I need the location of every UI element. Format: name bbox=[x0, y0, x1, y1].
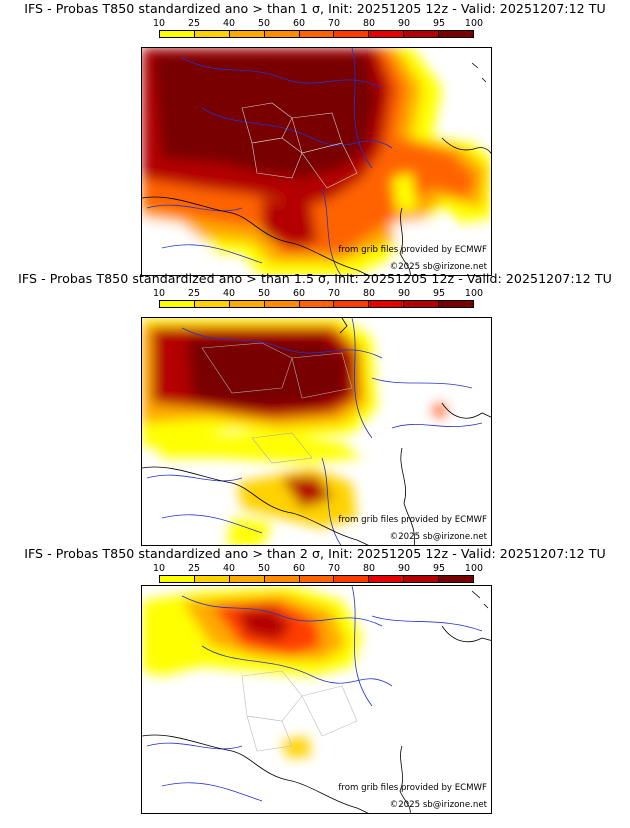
colorbar-tick: 60 bbox=[292, 563, 306, 574]
colorbar-tick: 70 bbox=[327, 563, 341, 574]
colorbar-swatch bbox=[334, 31, 370, 37]
colorbar-swatch bbox=[404, 301, 440, 307]
colorbar-tick: 95 bbox=[432, 563, 446, 574]
colorbar-tick: 70 bbox=[327, 288, 341, 299]
colorbar-tick: 25 bbox=[187, 288, 201, 299]
colorbar-swatch bbox=[160, 301, 195, 307]
colorbar-swatches bbox=[159, 30, 474, 38]
panel-title: IFS - Probas T850 standardized ano > tha… bbox=[18, 271, 612, 286]
colorbar-swatch bbox=[334, 301, 370, 307]
probability-map: from grib files provided by ECMWF ©2025 … bbox=[141, 317, 492, 546]
panel-title: IFS - Probas T850 standardized ano > tha… bbox=[24, 1, 606, 16]
colorbar-swatch bbox=[229, 301, 265, 307]
coastlines bbox=[142, 62, 491, 275]
colorbar-swatch bbox=[264, 301, 300, 307]
colorbar-swatch bbox=[194, 31, 230, 37]
colorbar-swatch bbox=[439, 301, 474, 307]
colorbar-tick-labels: 10 25 40 50 60 70 80 90 95 100 bbox=[153, 288, 483, 299]
colorbar-tick: 80 bbox=[362, 18, 376, 29]
map-svg bbox=[142, 318, 491, 545]
colorbar-swatch bbox=[229, 31, 265, 37]
probability-field bbox=[142, 48, 491, 275]
colorbar-swatch bbox=[404, 31, 440, 37]
colorbar-tick: 10 bbox=[152, 18, 166, 29]
copyright-credit: ©2025 sb@irizone.net bbox=[389, 262, 487, 272]
colorbar-tick: 95 bbox=[432, 288, 446, 299]
map-svg bbox=[142, 48, 491, 275]
colorbar-swatch bbox=[439, 31, 474, 37]
probability-field bbox=[142, 586, 362, 758]
rivers bbox=[146, 586, 483, 802]
colorbar-tick: 40 bbox=[222, 563, 236, 574]
colorbar-tick: 70 bbox=[327, 18, 341, 29]
map-panel-2: IFS - Probas T850 standardized ano > tha… bbox=[0, 270, 630, 546]
admin-borders bbox=[201, 342, 353, 464]
colorbar-tick: 50 bbox=[257, 18, 271, 29]
probability-field bbox=[142, 318, 447, 545]
coastlines bbox=[142, 318, 491, 545]
colorbar-tick: 10 bbox=[152, 288, 166, 299]
colorbar: 10 25 40 50 60 70 80 90 95 100 bbox=[153, 563, 483, 586]
colorbar-tick: 90 bbox=[397, 18, 411, 29]
colorbar-tick: 80 bbox=[362, 563, 376, 574]
colorbar-swatch bbox=[194, 576, 230, 582]
colorbar-tick: 100 bbox=[464, 563, 484, 574]
colorbar-tick: 50 bbox=[257, 288, 271, 299]
colorbar-tick: 10 bbox=[152, 563, 166, 574]
coastlines bbox=[142, 590, 491, 813]
colorbar-tick-labels: 10 25 40 50 60 70 80 90 95 100 bbox=[153, 18, 483, 29]
colorbar-swatch bbox=[369, 301, 405, 307]
colorbar-tick: 25 bbox=[187, 563, 201, 574]
probability-map: from grib files provided by ECMWF ©2025 … bbox=[141, 47, 492, 276]
colorbar-tick: 90 bbox=[397, 563, 411, 574]
colorbar-swatch bbox=[160, 576, 195, 582]
colorbar: 10 25 40 50 60 70 80 90 95 100 bbox=[153, 18, 483, 41]
colorbar-swatch bbox=[264, 576, 300, 582]
copyright-credit: ©2025 sb@irizone.net bbox=[389, 800, 487, 810]
data-source-credit: from grib files provided by ECMWF bbox=[338, 515, 487, 525]
data-source-credit: from grib files provided by ECMWF bbox=[338, 783, 487, 793]
colorbar-swatch bbox=[264, 31, 300, 37]
admin-borders bbox=[241, 102, 358, 189]
colorbar-swatch bbox=[334, 576, 370, 582]
colorbar-tick-labels: 10 25 40 50 60 70 80 90 95 100 bbox=[153, 563, 483, 574]
colorbar-tick: 95 bbox=[432, 18, 446, 29]
colorbar-swatches bbox=[159, 300, 474, 308]
colorbar-swatch bbox=[194, 301, 230, 307]
colorbar-swatch bbox=[160, 31, 195, 37]
colorbar-tick: 40 bbox=[222, 288, 236, 299]
colorbar-tick: 100 bbox=[464, 18, 484, 29]
colorbar-swatch bbox=[369, 576, 405, 582]
map-svg bbox=[142, 586, 491, 813]
colorbar-tick: 40 bbox=[222, 18, 236, 29]
rivers bbox=[146, 48, 393, 275]
colorbar-swatch bbox=[229, 576, 265, 582]
colorbar-tick: 80 bbox=[362, 288, 376, 299]
admin-borders bbox=[241, 670, 358, 752]
panel-title: IFS - Probas T850 standardized ano > tha… bbox=[24, 546, 606, 561]
colorbar-swatch bbox=[369, 31, 405, 37]
colorbar-swatch bbox=[299, 301, 335, 307]
colorbar-tick: 60 bbox=[292, 288, 306, 299]
map-panel-1: IFS - Probas T850 standardized ano > tha… bbox=[0, 0, 630, 276]
colorbar-tick: 100 bbox=[464, 288, 484, 299]
colorbar-swatch bbox=[439, 576, 474, 582]
colorbar-tick: 25 bbox=[187, 18, 201, 29]
colorbar: 10 25 40 50 60 70 80 90 95 100 bbox=[153, 288, 483, 311]
colorbar-swatch bbox=[299, 576, 335, 582]
colorbar-tick: 60 bbox=[292, 18, 306, 29]
colorbar-swatch bbox=[299, 31, 335, 37]
colorbar-tick: 90 bbox=[397, 288, 411, 299]
colorbar-tick: 50 bbox=[257, 563, 271, 574]
data-source-credit: from grib files provided by ECMWF bbox=[338, 245, 487, 255]
rivers bbox=[146, 318, 483, 545]
colorbar-swatch bbox=[404, 576, 440, 582]
probability-map: from grib files provided by ECMWF ©2025 … bbox=[141, 585, 492, 814]
copyright-credit: ©2025 sb@irizone.net bbox=[389, 532, 487, 542]
map-panel-3: IFS - Probas T850 standardized ano > tha… bbox=[0, 545, 630, 815]
colorbar-swatches bbox=[159, 575, 474, 583]
